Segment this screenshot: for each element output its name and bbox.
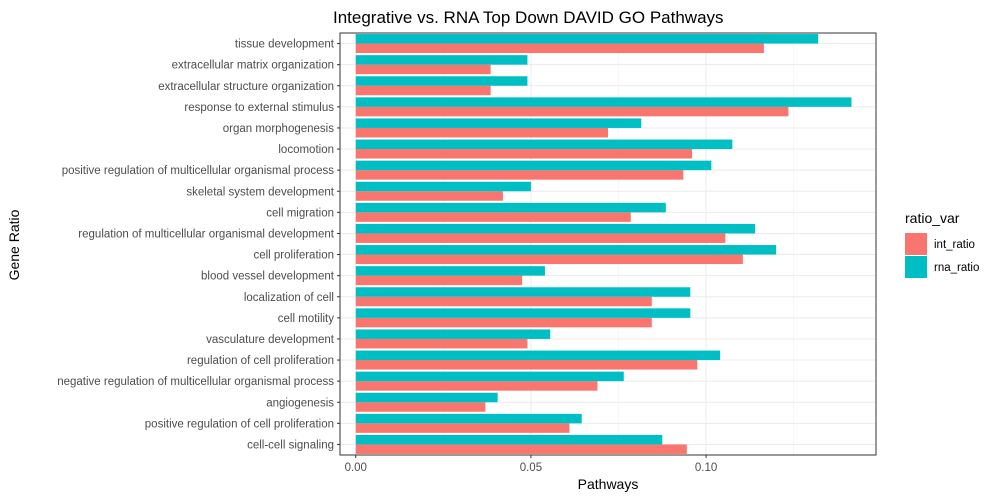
bar-int-ratio: [355, 423, 570, 433]
bar-int-ratio: [355, 43, 764, 54]
plot-background: [340, 33, 876, 455]
x-tick-label: 0.05: [520, 462, 542, 474]
y-tick-label: positive regulation of cell proliferatio…: [145, 418, 334, 430]
bar-int-ratio: [355, 170, 684, 180]
x-axis-title: Pathways: [578, 476, 639, 492]
y-tick-label: vasculature development: [206, 334, 335, 346]
plot-area: [339, 32, 877, 456]
y-axis-title: Gene Ratio: [6, 209, 22, 280]
bar-rna-ratio: [355, 181, 531, 192]
legend-title: ratio_var: [905, 210, 960, 226]
legend: ratio_var int_ratio rna_ratio: [905, 210, 979, 278]
y-tick-label: cell migration: [266, 207, 334, 219]
y-tick-label: negative regulation of multicellular org…: [57, 376, 334, 388]
y-axis-ticks: tissue development extracellular matrix o…: [57, 39, 340, 451]
bar-int-ratio: [355, 275, 523, 286]
bar-rna-ratio: [355, 160, 712, 171]
y-tick-label: locomotion: [278, 144, 334, 156]
bar-rna-ratio: [355, 97, 852, 107]
bar-rna-ratio: [355, 350, 721, 361]
y-tick-label: regulation of multicellular organismal d…: [78, 228, 334, 240]
x-tick-label: 0.00: [345, 462, 367, 474]
bar-int-ratio: [355, 338, 528, 349]
bar-rna-ratio: [355, 76, 528, 86]
bar-rna-ratio: [355, 392, 498, 403]
x-axis-ticks: 0.00 0.05 0.10: [345, 455, 717, 474]
legend-key-rna-ratio: [905, 256, 927, 278]
bar-int-ratio: [355, 381, 598, 391]
y-tick-label: localization of cell: [244, 292, 334, 304]
y-tick-label: regulation of cell proliferation: [187, 355, 334, 367]
bar-rna-ratio: [355, 329, 551, 339]
bar-int-ratio: [355, 296, 652, 307]
plot-border: [339, 32, 877, 456]
bar-int-ratio: [355, 106, 789, 117]
y-tick-label: blood vessel development: [201, 271, 335, 283]
bar-rna-ratio: [355, 287, 691, 297]
bar-int-ratio: [355, 64, 491, 75]
y-tick-label: extracellular matrix organization: [172, 60, 334, 72]
bar-rna-ratio: [355, 266, 545, 276]
bar-rna-ratio: [355, 371, 624, 382]
y-tick-label: response to external stimulus: [184, 102, 334, 114]
bar-rna-ratio: [355, 55, 528, 65]
legend-label-rna-ratio: rna_ratio: [934, 262, 979, 274]
bar-int-ratio: [355, 444, 687, 454]
bar-int-ratio: [355, 149, 693, 159]
bar-int-ratio: [355, 360, 698, 370]
chart-title: Integrative vs. RNA Top Down DAVID GO Pa…: [333, 8, 724, 27]
y-tick-label: cell proliferation: [253, 250, 334, 262]
bar-int-ratio: [355, 191, 503, 201]
y-tick-label: positive regulation of multicellular org…: [62, 165, 335, 177]
bar-int-ratio: [355, 254, 743, 265]
bar-rna-ratio: [355, 308, 691, 318]
y-tick-label: tissue development: [235, 39, 335, 51]
bar-int-ratio: [355, 402, 486, 412]
bar-rna-ratio: [355, 223, 756, 234]
legend-label-int-ratio: int_ratio: [934, 239, 975, 251]
bar-rna-ratio: [355, 139, 733, 150]
bar-int-ratio: [355, 85, 491, 96]
bar-int-ratio: [355, 233, 726, 243]
bar-int-ratio: [355, 317, 652, 328]
bar-rna-ratio: [355, 118, 642, 128]
y-tick-label: skeletal system development: [186, 186, 334, 198]
y-tick-label: extracellular structure organization: [158, 81, 334, 93]
bar-rna-ratio: [355, 245, 777, 255]
bar-rna-ratio: [355, 413, 582, 424]
bar-rna-ratio: [355, 202, 666, 213]
x-tick-label: 0.10: [695, 462, 717, 474]
bar-rna-ratio: [355, 434, 663, 445]
legend-key-int-ratio: [905, 233, 927, 255]
y-tick-label: cell motility: [278, 313, 334, 325]
y-tick-label: angiogenesis: [266, 397, 334, 409]
y-tick-label: cell-cell signaling: [247, 439, 334, 451]
bar-rna-ratio: [355, 34, 819, 44]
bar-int-ratio: [355, 212, 631, 222]
y-tick-label: organ morphogenesis: [223, 123, 334, 135]
bar-int-ratio: [355, 127, 608, 138]
